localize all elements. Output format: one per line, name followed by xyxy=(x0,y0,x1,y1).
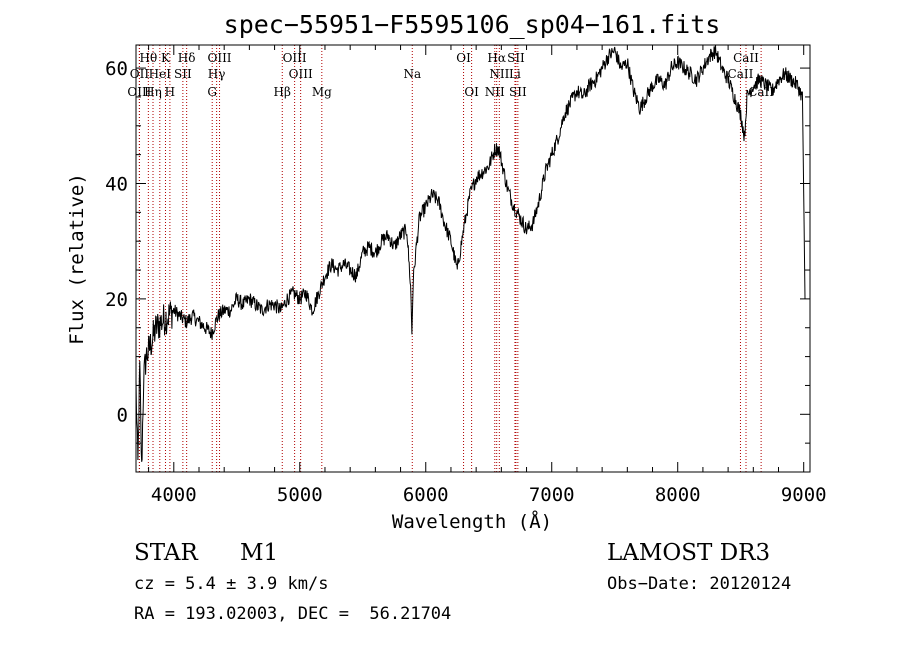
spectral-line-label: SII xyxy=(507,51,525,65)
spectral-line-label: Na xyxy=(403,67,421,81)
y-tick-label: 20 xyxy=(105,289,128,311)
spectral-line-label: OIII xyxy=(283,51,307,65)
spectral-line-label: CaII xyxy=(733,51,759,65)
spectral-line-label: NII xyxy=(489,67,509,81)
spectral-line-label: Hη xyxy=(144,85,162,99)
spectral-line-label: OII xyxy=(130,67,150,81)
chart-title: spec−55951−F5595106_sp04−161.fits xyxy=(224,10,721,39)
spectral-line-label: OI xyxy=(464,85,479,99)
x-axis-label: Wavelength (Å) xyxy=(392,510,552,533)
x-tick-label: 5000 xyxy=(277,484,323,506)
spectral-line-label: CaII xyxy=(728,67,754,81)
x-tick-label: 6000 xyxy=(403,484,449,506)
spectral-line-label: G xyxy=(207,85,217,99)
spectral-line-label: Hδ xyxy=(178,51,196,65)
spectral-line-label: NII xyxy=(485,85,505,99)
spectral-line-label: HeI xyxy=(149,67,172,81)
x-tick-label: 9000 xyxy=(781,484,827,506)
spectral-line-label: Hγ xyxy=(208,67,226,81)
spectral-line-label: OIII xyxy=(207,51,231,65)
spectral-line-label: H xyxy=(165,85,175,99)
spectral-line-markers xyxy=(138,45,762,472)
spectral-line-label: OIII xyxy=(127,85,151,99)
y-tick-label: 60 xyxy=(105,58,128,80)
object-type: STAR xyxy=(134,540,198,566)
flux-series-line xyxy=(135,44,806,462)
x-tick-label: 8000 xyxy=(655,484,701,506)
x-tick-label: 4000 xyxy=(151,484,197,506)
y-tick-label: 0 xyxy=(117,404,128,426)
plot-frame xyxy=(135,44,811,473)
x-tick-label: 7000 xyxy=(529,484,575,506)
object-subclass: M1 xyxy=(240,540,279,566)
obs-date: Obs−Date: 20120124 xyxy=(607,574,792,594)
y-tick-label: 40 xyxy=(105,173,128,195)
survey-name: LAMOST DR3 xyxy=(607,540,771,566)
spectral-line-label: OIII xyxy=(289,67,313,81)
spectral-line-label: SII xyxy=(174,67,192,81)
spectral-line-label: OI xyxy=(456,51,471,65)
spectral-line-label: Li xyxy=(509,67,521,81)
redshift-cz: cz = 5.4 ± 3.9 km/s xyxy=(134,574,329,594)
spectral-line-label: K xyxy=(161,51,171,65)
spectral-line-label: SII xyxy=(509,85,527,99)
spectral-line-label: Mg xyxy=(312,85,332,99)
axis-ticks: 4000 5000 6000 7000 8000 9000 0 20 40 60 xyxy=(105,45,827,506)
y-axis-label: Flux (relative) xyxy=(66,173,88,345)
spectral-line-label: Hβ xyxy=(274,85,291,99)
spectral-line-label: Hθ xyxy=(139,51,157,65)
spectral-line-label: Hα xyxy=(487,51,506,65)
ra-dec-coordinates: RA = 193.02003, DEC = 56.21704 xyxy=(134,604,452,624)
